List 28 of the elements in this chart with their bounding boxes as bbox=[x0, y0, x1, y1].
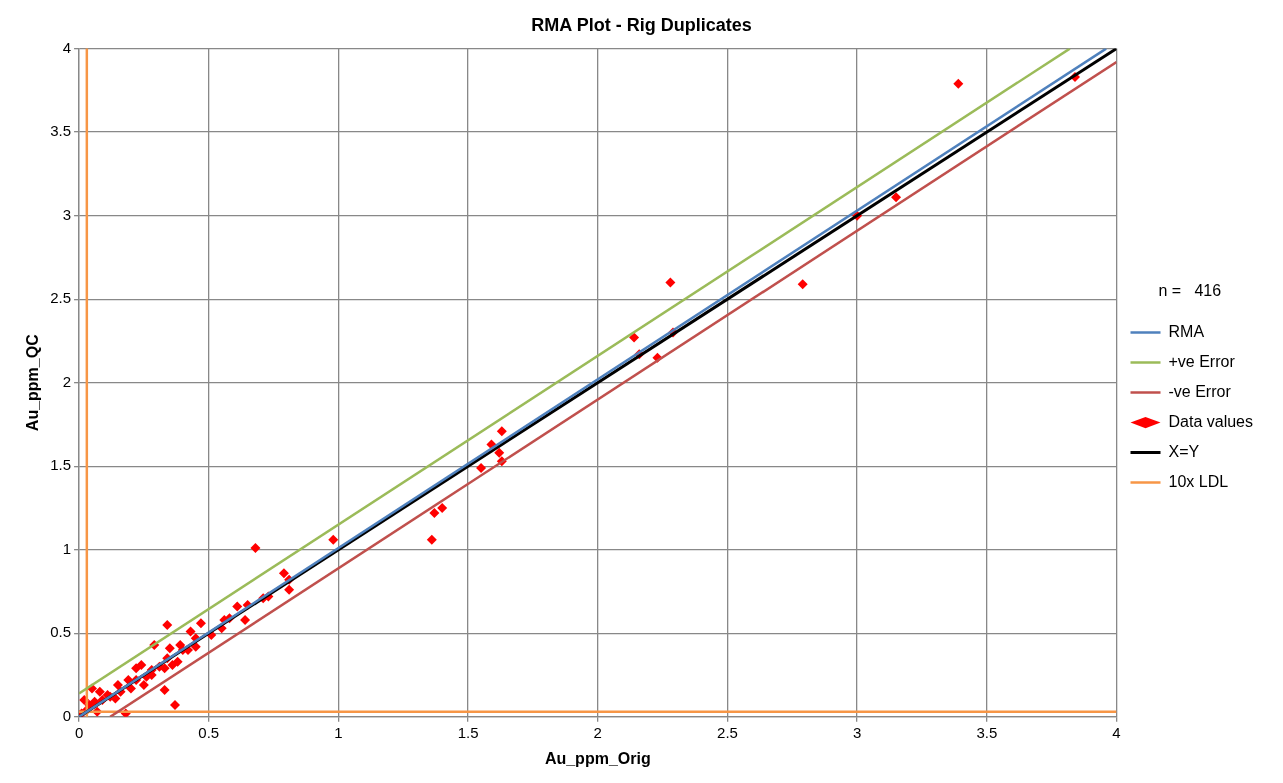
y-tick-label: 1 bbox=[62, 539, 72, 557]
legend-label: X=Y bbox=[1168, 443, 1200, 461]
y-tick-label: 3.5 bbox=[50, 122, 72, 140]
chart-title: RMA Plot - Rig Duplicates bbox=[531, 14, 752, 35]
y-tick-label: 1.5 bbox=[50, 456, 72, 474]
legend-label: Data values bbox=[1168, 413, 1254, 431]
x-tick-label: 1.5 bbox=[457, 723, 479, 741]
x-tick-label: 2 bbox=[593, 723, 602, 741]
y-tick-label: 3 bbox=[62, 205, 72, 223]
x-axis-title: Au_ppm_Orig bbox=[544, 749, 651, 767]
legend-label: 10x LDL bbox=[1168, 473, 1229, 491]
x-tick-label: 4 bbox=[1112, 723, 1121, 741]
legend-title: n = 416 bbox=[1158, 281, 1222, 299]
x-tick-label: 1 bbox=[334, 723, 343, 741]
y-axis-title: Au_ppm_QC bbox=[24, 333, 42, 432]
y-tick-label: 2 bbox=[62, 372, 72, 390]
y-tick-label: 4 bbox=[62, 38, 72, 56]
y-tick-label: 2.5 bbox=[50, 289, 72, 307]
x-tick-label: 0.5 bbox=[198, 723, 220, 741]
y-tick-label: 0 bbox=[62, 706, 72, 724]
y-tick-label: 0.5 bbox=[50, 623, 72, 641]
x-tick-label: 3.5 bbox=[976, 723, 998, 741]
legend-label: +ve Error bbox=[1168, 353, 1236, 371]
x-tick-label: 3 bbox=[852, 723, 862, 741]
legend-label: RMA bbox=[1168, 323, 1205, 341]
legend-label: -ve Error bbox=[1168, 383, 1232, 401]
x-tick-label: 2.5 bbox=[717, 723, 738, 741]
x-tick-label: 0 bbox=[74, 723, 84, 741]
